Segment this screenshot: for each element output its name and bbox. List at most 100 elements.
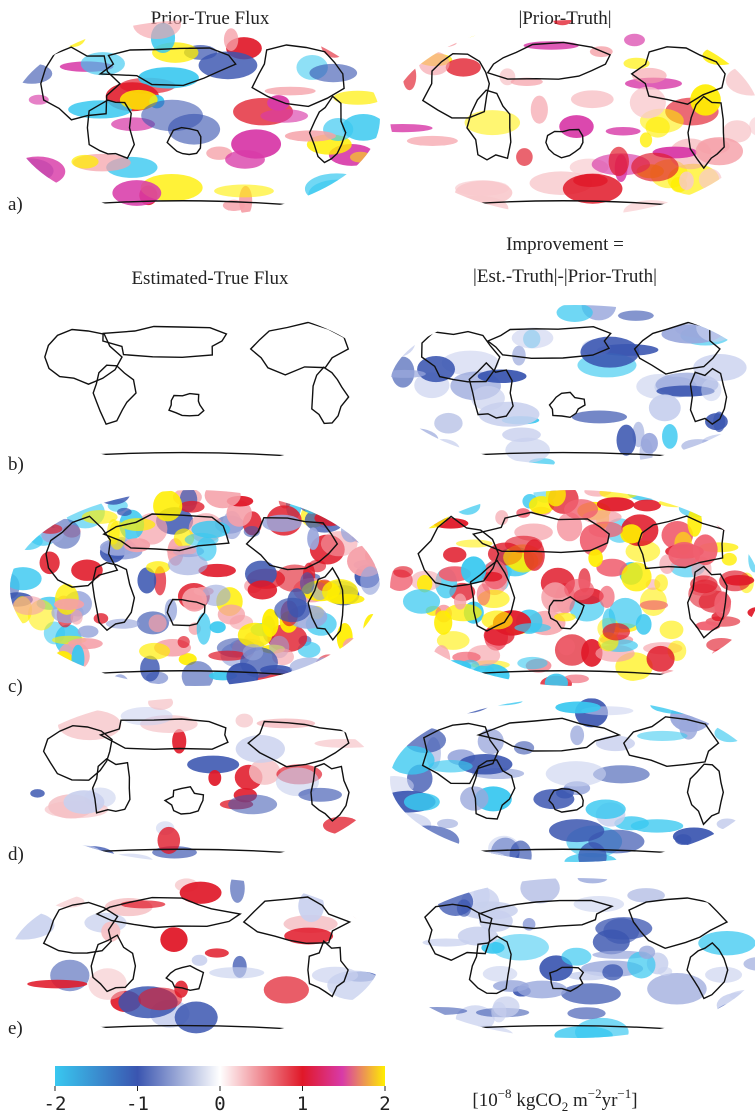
flux-blob <box>4 567 41 590</box>
flux-blob <box>117 508 132 516</box>
flux-blob <box>395 489 433 516</box>
flux-blob <box>586 800 626 819</box>
flux-blob <box>733 297 752 326</box>
flux-blob <box>446 58 481 76</box>
flux-blob <box>41 188 60 213</box>
unit-part: −8 <box>498 1086 512 1101</box>
flux-blob <box>341 520 360 543</box>
flux-blob <box>701 379 721 401</box>
flux-blob <box>249 759 280 785</box>
flux-blob <box>305 504 318 514</box>
flux-blob <box>718 664 755 691</box>
flux-blob <box>16 41 32 52</box>
flux-blob <box>606 127 641 136</box>
flux-blob <box>361 27 394 43</box>
flux-blob <box>549 819 604 842</box>
flux-blob <box>371 520 386 540</box>
unit-part: m <box>568 1090 588 1111</box>
flux-blob <box>6 65 22 73</box>
flux-blob <box>732 437 753 450</box>
flux-blob <box>714 724 745 742</box>
flux-blob <box>441 11 483 38</box>
flux-blob <box>710 480 724 506</box>
map-panel <box>0 9 394 215</box>
flux-blob <box>647 646 675 672</box>
flux-blob <box>430 199 488 220</box>
flux-blob <box>593 930 630 955</box>
flux-blob <box>545 674 568 693</box>
flux-blob <box>570 725 584 745</box>
flux-blob <box>380 325 416 357</box>
flux-blob <box>319 495 334 511</box>
flux-blob <box>13 596 46 615</box>
flux-blob <box>401 496 422 520</box>
flux-blob <box>421 491 438 506</box>
flux-blob <box>517 981 567 999</box>
flux-blob <box>702 670 739 701</box>
flux-blob <box>298 788 342 802</box>
flux-blob <box>493 996 520 1017</box>
flux-blob <box>407 509 446 523</box>
map-panel <box>370 11 755 225</box>
flux-blob <box>342 114 385 141</box>
flux-blob <box>376 314 417 336</box>
figure: Prior-True Flux |Prior-Truth| Estimated-… <box>0 0 755 1120</box>
flux-blob <box>208 770 221 786</box>
flux-blob <box>671 482 709 503</box>
flux-blob <box>631 153 678 182</box>
flux-blob <box>226 663 258 690</box>
flux-blob <box>427 439 460 461</box>
flux-blob <box>71 610 83 625</box>
flux-blob <box>443 547 466 563</box>
coastline <box>93 365 136 424</box>
flux-blob <box>640 600 668 610</box>
flux-blob <box>321 21 369 39</box>
flux-blob <box>650 696 707 714</box>
flux-blob <box>337 623 353 652</box>
flux-blob <box>205 482 241 508</box>
flux-blob <box>287 588 306 617</box>
flux-blob <box>329 594 364 604</box>
flux-blob <box>300 497 318 511</box>
flux-blob <box>465 110 520 135</box>
map-panel <box>376 291 755 475</box>
colorbar-tick-label: -2 <box>44 1093 67 1115</box>
flux-blob <box>385 438 441 459</box>
flux-blob <box>520 873 559 904</box>
flux-blob <box>743 957 755 970</box>
flux-blob <box>425 482 448 510</box>
coastline <box>103 327 226 358</box>
flux-blob <box>419 52 450 76</box>
flux-blob <box>389 746 435 775</box>
flux-blob <box>514 623 551 632</box>
flux-blob <box>314 739 377 748</box>
flux-blob <box>68 638 103 649</box>
map-panel <box>371 687 755 872</box>
flux-blob <box>121 707 173 725</box>
flux-blob <box>138 987 182 1010</box>
coastline <box>251 322 349 375</box>
flux-blob <box>78 625 99 637</box>
flux-blob <box>32 493 68 501</box>
panel-label: d) <box>8 844 24 865</box>
flux-blob <box>546 482 566 506</box>
flux-blob <box>214 185 274 198</box>
flux-blob <box>659 498 696 507</box>
flux-blob <box>313 668 336 679</box>
flux-blob <box>531 96 548 124</box>
flux-blob <box>723 673 748 681</box>
flux-blob <box>309 64 357 82</box>
flux-blob <box>153 490 182 521</box>
coastline <box>85 201 305 206</box>
flux-blob <box>230 873 245 903</box>
map-panel <box>373 873 755 1047</box>
flux-blob <box>473 696 523 705</box>
flux-blob <box>609 147 629 176</box>
unit-part: −1 <box>617 1086 631 1101</box>
flux-blob <box>392 428 439 451</box>
flux-blob <box>572 410 627 423</box>
flux-blob <box>554 1026 612 1044</box>
flux-blob <box>121 900 166 908</box>
flux-blob <box>298 890 324 922</box>
flux-blob <box>561 983 621 1004</box>
